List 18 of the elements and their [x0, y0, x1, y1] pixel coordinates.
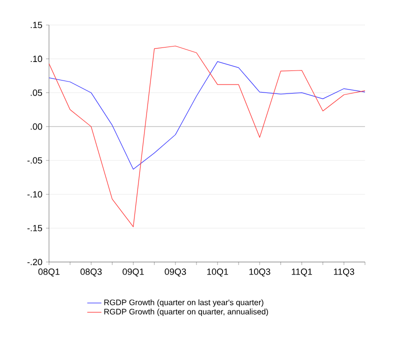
- y-tick-label: .05: [30, 90, 42, 96]
- y-tick-label: -.10: [27, 191, 42, 198]
- line-series: [49, 61, 366, 170]
- y-tick-label: .10: [30, 56, 42, 62]
- x-tick-label: 08Q3: [80, 268, 102, 276]
- y-tick-label: -.20: [27, 258, 42, 266]
- x-tick-label: 11Q1: [292, 268, 312, 276]
- x-tick-label: 10Q3: [249, 268, 270, 276]
- x-tick-label: 08Q1: [38, 268, 60, 276]
- x-tick-label: 10Q1: [207, 268, 228, 276]
- x-tick-label: 09Q3: [164, 268, 186, 276]
- y-tick-label: .15: [30, 22, 42, 28]
- line-series: [49, 46, 366, 228]
- y-tick-label: -.05: [27, 157, 42, 164]
- x-tick-label: 11Q3: [334, 268, 354, 276]
- y-tick-label: -.15: [27, 225, 42, 232]
- x-tick-label: 09Q1: [122, 268, 144, 276]
- y-tick-label: .00: [30, 123, 42, 130]
